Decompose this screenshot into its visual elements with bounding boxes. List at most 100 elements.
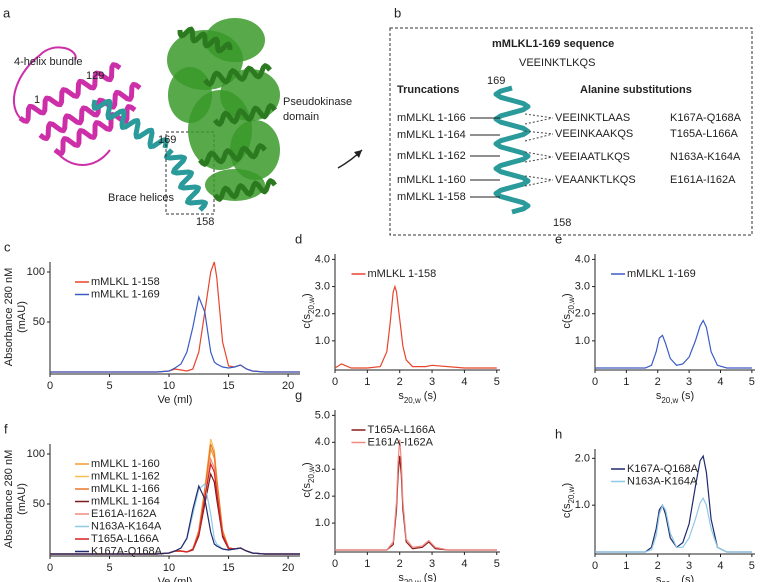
legend-label: N163A-K164A <box>627 475 698 487</box>
truncation-label: mMLKL 1-158 <box>397 191 466 203</box>
truncation-label: mMLKL 1-160 <box>397 174 466 186</box>
x-tick-label: 15 <box>222 380 234 392</box>
x-axis-label: s20,w (s) <box>656 574 694 582</box>
x-tick-label: 5 <box>494 558 500 570</box>
axis-label-part: c(s <box>301 313 313 328</box>
axis-label-part: s <box>398 390 404 402</box>
label: 158 <box>196 216 214 228</box>
label: VEEINKTLKQS <box>519 57 595 69</box>
x-tick-label: 3 <box>686 376 692 388</box>
y-tick-label: 100 <box>27 448 45 460</box>
legend-label: T165A-L166A <box>368 424 437 436</box>
x-axis-label: Ve (ml) <box>158 576 193 582</box>
legend-label: K167A-Q168A <box>627 463 699 475</box>
series-line <box>50 482 300 555</box>
label: Pseudokinase <box>283 96 352 108</box>
axis-label-part: 20,w <box>661 580 678 582</box>
axis-label-part: (s) <box>678 574 694 582</box>
series-line <box>50 438 300 555</box>
axis-label-part: Absorbance 280 nM <box>3 450 15 548</box>
leader <box>524 117 554 125</box>
x-tick-label: 4 <box>717 376 723 388</box>
substitution-name: T165A-L166A <box>670 128 739 140</box>
x-tick-label: 2 <box>397 376 403 388</box>
axis-label-part: 20,w <box>307 466 316 483</box>
legend-label: mMLKL 1-158 <box>91 276 160 288</box>
panel-letter: h <box>555 426 562 441</box>
axis-label-part: (s) <box>421 390 437 402</box>
x-tick-label: 1 <box>623 376 629 388</box>
label: 169 <box>158 134 176 146</box>
x-tick-label: 5 <box>494 376 500 388</box>
axis-label-part: c(s <box>301 482 313 497</box>
panel-letter: g <box>295 387 302 402</box>
x-tick-label: 4 <box>461 558 467 570</box>
y-tick-label: 5.0 <box>315 409 330 421</box>
label: domain <box>283 111 319 123</box>
y-tick-label: 3.0 <box>315 463 330 475</box>
y-tick-label: 3.0 <box>315 280 330 292</box>
label: 158 <box>553 217 571 229</box>
label: mMLKL1-169 sequence <box>492 38 614 50</box>
label: Brace helices <box>108 192 175 204</box>
x-tick-label: 0 <box>592 560 598 572</box>
helix <box>177 26 233 54</box>
leader <box>524 179 554 187</box>
x-tick-label: 20 <box>282 380 294 392</box>
label: Truncations <box>397 84 459 96</box>
label: 1 <box>34 94 40 106</box>
axis-label-part: 20,w <box>404 578 421 582</box>
axis-label-part: Ve (ml) <box>158 576 193 582</box>
substitution-name: E161A-I162A <box>670 174 736 186</box>
panel-letter: a <box>3 5 11 20</box>
helix <box>91 98 169 150</box>
y-tick-label: 2.0 <box>575 452 590 464</box>
legend-label: mMLKL 1-162 <box>91 470 160 482</box>
x-tick-label: 2 <box>397 558 403 570</box>
helix <box>203 63 272 87</box>
series-line <box>595 496 752 553</box>
y-axis-label: c(s20,w) <box>561 293 576 328</box>
leader <box>524 130 554 135</box>
legend-label: mMLKL 1-169 <box>91 288 160 300</box>
leader <box>524 175 554 181</box>
y-axis-label: c(s20,w) <box>301 293 316 328</box>
y-tick-label: 4.0 <box>315 253 330 265</box>
label: 169 <box>487 75 505 87</box>
x-tick-label: 1 <box>364 558 370 570</box>
series-line <box>335 455 497 551</box>
label: 4-helix bundle <box>14 56 83 68</box>
x-tick-label: 0 <box>47 380 53 392</box>
x-tick-label: 15 <box>222 562 234 574</box>
x-tick-label: 0 <box>592 376 598 388</box>
helix <box>164 148 208 212</box>
series-line <box>50 443 300 555</box>
y-tick-label: 2.0 <box>315 308 330 320</box>
y-tick-label: 4.0 <box>575 253 590 265</box>
legend-label: mMLKL 1-169 <box>627 268 696 280</box>
axis-label-part: c(s <box>561 503 573 518</box>
x-tick-label: 3 <box>429 376 435 388</box>
helix <box>18 62 122 124</box>
axis-label-part: ) <box>301 462 313 466</box>
legend-label: K167A-Q168A <box>91 545 163 557</box>
axis-label-part: s <box>656 390 662 402</box>
legend-label: E161A-I162A <box>91 508 157 520</box>
x-tick-label: 20 <box>282 562 294 574</box>
leader <box>524 151 554 158</box>
helix <box>198 143 267 167</box>
series-line <box>50 461 300 555</box>
y-tick-label: 2.0 <box>575 308 590 320</box>
series-line <box>50 294 300 373</box>
axis-label-part: 20,w <box>661 396 678 405</box>
x-tick-label: 0 <box>332 376 338 388</box>
panel-letter: c <box>4 239 11 254</box>
x-tick-label: 3 <box>429 558 435 570</box>
y-tick-label: 50 <box>33 498 45 510</box>
y-tick-label: 2.0 <box>315 490 330 502</box>
axis-label-part: 20,w <box>567 297 576 314</box>
axis-label-part: Ve (ml) <box>158 394 193 406</box>
x-tick-label: 5 <box>749 376 755 388</box>
